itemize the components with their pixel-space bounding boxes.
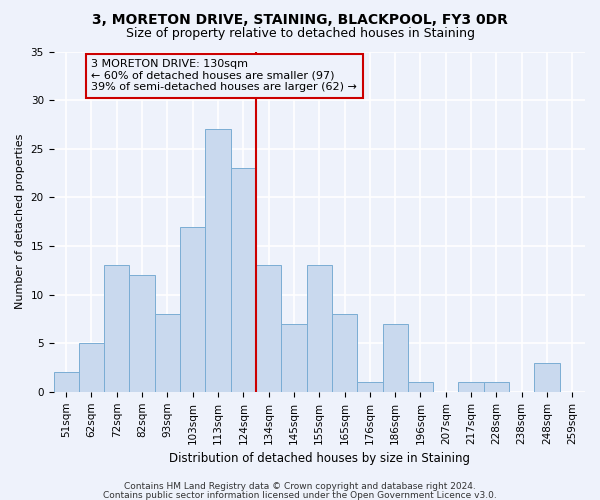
Bar [155,314,180,392]
Bar [357,382,383,392]
Bar [383,324,408,392]
Bar [256,266,281,392]
Bar [332,314,357,392]
X-axis label: Distribution of detached houses by size in Staining: Distribution of detached houses by size … [169,452,470,465]
Bar [484,382,509,392]
Text: Size of property relative to detached houses in Staining: Size of property relative to detached ho… [125,28,475,40]
Bar [281,324,307,392]
Bar [104,266,130,392]
Bar [130,275,155,392]
Bar [307,266,332,392]
Bar [79,343,104,392]
Y-axis label: Number of detached properties: Number of detached properties [15,134,25,310]
Bar [180,226,205,392]
Text: Contains public sector information licensed under the Open Government Licence v3: Contains public sector information licen… [103,490,497,500]
Bar [205,130,230,392]
Bar [408,382,433,392]
Bar [53,372,79,392]
Bar [458,382,484,392]
Text: Contains HM Land Registry data © Crown copyright and database right 2024.: Contains HM Land Registry data © Crown c… [124,482,476,491]
Bar [535,362,560,392]
Text: 3 MORETON DRIVE: 130sqm
← 60% of detached houses are smaller (97)
39% of semi-de: 3 MORETON DRIVE: 130sqm ← 60% of detache… [91,60,358,92]
Text: 3, MORETON DRIVE, STAINING, BLACKPOOL, FY3 0DR: 3, MORETON DRIVE, STAINING, BLACKPOOL, F… [92,12,508,26]
Bar [230,168,256,392]
